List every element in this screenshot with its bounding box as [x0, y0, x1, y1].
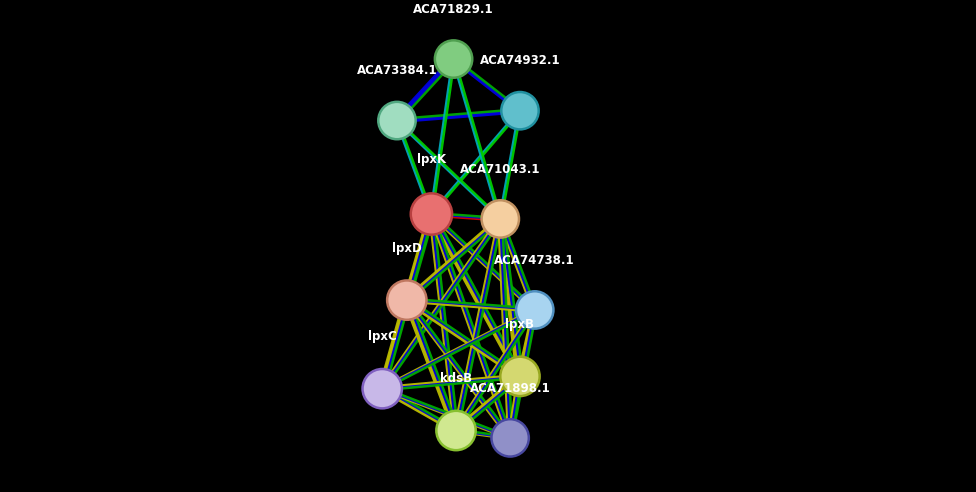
Text: ACA71043.1: ACA71043.1: [460, 163, 541, 176]
Text: ACA73384.1: ACA73384.1: [356, 64, 437, 77]
Circle shape: [492, 419, 529, 457]
Circle shape: [501, 357, 540, 396]
Text: kdsB: kdsB: [440, 372, 472, 385]
Circle shape: [362, 369, 402, 408]
Circle shape: [481, 200, 519, 238]
Text: ACA74738.1: ACA74738.1: [495, 254, 575, 267]
Circle shape: [387, 280, 427, 320]
Circle shape: [436, 411, 475, 450]
Circle shape: [516, 291, 553, 329]
Text: lpxC: lpxC: [368, 331, 396, 343]
Text: lpxD: lpxD: [392, 242, 422, 255]
Text: ACA74932.1: ACA74932.1: [479, 55, 560, 67]
Circle shape: [379, 102, 416, 139]
Circle shape: [435, 40, 472, 78]
Text: lpxK: lpxK: [417, 154, 446, 166]
Circle shape: [411, 193, 452, 235]
Text: lpxB: lpxB: [506, 318, 535, 331]
Text: ACA71898.1: ACA71898.1: [469, 382, 550, 395]
Text: ACA71829.1: ACA71829.1: [413, 3, 494, 16]
Circle shape: [502, 92, 539, 129]
